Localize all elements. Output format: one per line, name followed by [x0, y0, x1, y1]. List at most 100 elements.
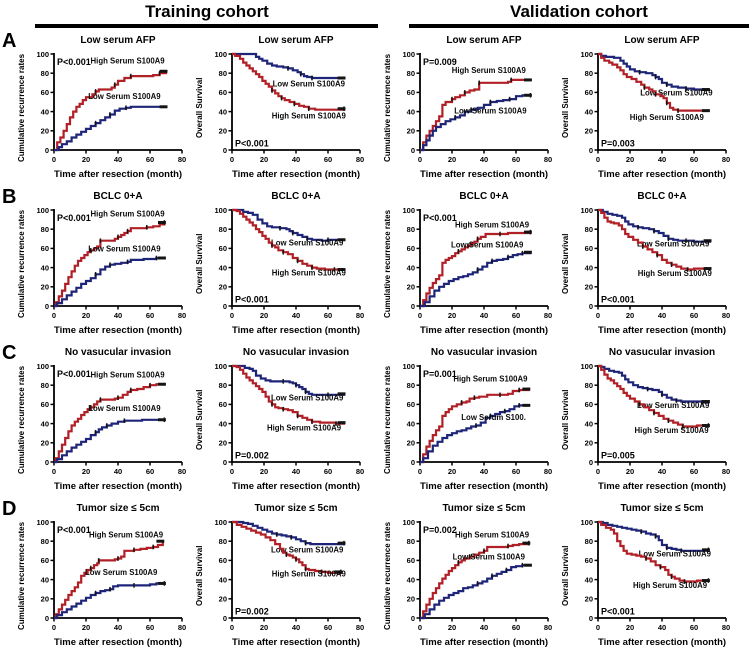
- chart-title: Tumor size ≤ 5cm: [442, 503, 526, 514]
- y-tick-label: 100: [36, 50, 49, 59]
- x-tick-label: 60: [146, 623, 154, 632]
- km-curve-blue: [598, 52, 709, 91]
- y-tick-label: 100: [580, 518, 593, 527]
- y-tick-label: 60: [585, 556, 593, 565]
- chart-D3: Tumor size ≤ 5cm Cumulative recurrence ra…: [381, 502, 559, 650]
- x-tick-label: 40: [658, 623, 666, 632]
- y-axis-label: Cumulative recurrence rates: [17, 365, 26, 475]
- x-tick-label: 20: [260, 311, 268, 320]
- y-axis-label: Overall Survival: [561, 545, 570, 607]
- y-tick-label: 100: [402, 206, 415, 215]
- km-plot: 0 20 40 60 80 100 0 20 40 60 80 Low Serum S100A9 Hig…: [214, 50, 364, 164]
- y-tick-label: 80: [41, 381, 49, 390]
- series-label: High Serum S100A9: [630, 113, 705, 122]
- chart-body: Cumulative recurrence rates 0 20 40 60 80 100 0…: [15, 359, 188, 481]
- chart-title: Tumor size ≤ 5cm: [620, 503, 704, 514]
- header-training: Training cohort: [2, 2, 379, 34]
- x-tick-label: 80: [178, 623, 186, 632]
- x-tick-label: 0: [52, 467, 56, 476]
- y-axis-label: Overall Survival: [561, 77, 570, 139]
- chart-body: Overall Survival 0 20 40 60 80 100 0 20 40 60 80 Low…: [193, 515, 366, 637]
- x-tick-label: 0: [418, 311, 422, 320]
- y-tick-label: 40: [41, 419, 49, 428]
- y-tick-label: 100: [36, 206, 49, 215]
- x-tick-label: 0: [596, 311, 600, 320]
- series-label: Low Serum S100A9: [454, 107, 527, 116]
- x-axis-label: Time after resection (month): [54, 637, 183, 648]
- series-label: Low Serum S100A9: [85, 568, 158, 577]
- km-plot: 0 20 40 60 80 100 0 20 40 60 80 Low Serum S100A9 Hig…: [580, 50, 730, 164]
- y-tick-label: 20: [407, 127, 415, 136]
- series-label: High Serum S100A9: [453, 374, 528, 383]
- x-tick-label: 0: [230, 155, 234, 164]
- x-tick-label: 80: [356, 311, 364, 320]
- y-tick-label: 60: [219, 88, 227, 97]
- y-tick-label: 40: [585, 575, 593, 584]
- chart-D4: Tumor size ≤ 5cm Overall Survival 0 20 40 60 8…: [559, 502, 737, 650]
- y-axis-label: Cumulative recurrence rates: [383, 365, 392, 475]
- chart-title: No vasucular invasion: [608, 347, 716, 358]
- y-tick-label: 60: [41, 400, 49, 409]
- x-tick-label: 40: [480, 311, 488, 320]
- x-tick-label: 80: [544, 155, 552, 164]
- y-tick-label: 100: [402, 518, 415, 527]
- x-axis-label: Time after resection (month): [420, 481, 549, 492]
- chart-A2: Low serum AFP Overall Survival 0 20 40 60 80 10…: [193, 34, 371, 182]
- x-tick-label: 40: [658, 467, 666, 476]
- km-curve-blue: [598, 520, 710, 552]
- chart-C1: No vasucular invasion Cumulative recurren…: [15, 346, 193, 494]
- header-validation: Validation cohort: [379, 2, 753, 34]
- y-tick-label: 80: [219, 225, 227, 234]
- x-axis-label: Time after resection (month): [232, 169, 361, 180]
- chart-title: Low serum AFP: [258, 35, 334, 46]
- y-tick-label: 60: [585, 244, 593, 253]
- km-curve-blue: [420, 94, 531, 152]
- chart-A3: Low serum AFP Cumulative recurrence rates…: [381, 34, 559, 182]
- training-header-bar: [35, 24, 378, 28]
- x-tick-label: 0: [52, 155, 56, 164]
- x-tick-label: 80: [178, 311, 186, 320]
- p-value: P=0.002: [235, 607, 269, 617]
- km-plot: 0 20 40 60 80 100 0 20 40 60 80 High Serum S100A9 Lo…: [36, 518, 186, 632]
- km-curve-blue: [54, 256, 165, 308]
- y-tick-label: 20: [407, 439, 415, 448]
- chart-title: No vasucular invasion: [430, 347, 538, 358]
- y-tick-label: 80: [585, 381, 593, 390]
- y-tick-label: 60: [41, 244, 49, 253]
- y-tick-label: 80: [585, 225, 593, 234]
- x-tick-label: 60: [324, 155, 332, 164]
- y-axis-label: Overall Survival: [195, 233, 204, 295]
- y-tick-label: 60: [407, 88, 415, 97]
- y-tick-label: 0: [411, 458, 415, 467]
- series-label: High Serum S100A9: [635, 426, 710, 435]
- series-label: High Serum S100A9: [89, 530, 164, 539]
- chart-B4: BCLC 0+A Overall Survival 0 20 40 60 80 100 0 20 4…: [559, 190, 737, 338]
- chart-C2: No vasucular invasion Overall Survival 0 20…: [193, 346, 371, 494]
- x-tick-label: 20: [82, 623, 90, 632]
- x-axis-label: Time after resection (month): [598, 481, 727, 492]
- x-axis-label: Time after resection (month): [420, 325, 549, 336]
- km-plot: 0 20 40 60 80 100 0 20 40 60 80 High Serum S100A9 Lo…: [402, 50, 552, 164]
- series-label: Low Serum S100.: [461, 413, 526, 422]
- y-tick-label: 20: [219, 127, 227, 136]
- x-tick-label: 20: [448, 467, 456, 476]
- series-label: Low Serum S100A9: [640, 88, 713, 97]
- chart-body: Cumulative recurrence rates 0 20 40 60 80 100 0…: [15, 515, 188, 637]
- x-tick-label: 0: [230, 467, 234, 476]
- y-tick-label: 60: [219, 244, 227, 253]
- series-label: Low Serum S100A9: [451, 240, 524, 249]
- x-tick-label: 80: [722, 467, 730, 476]
- y-tick-label: 40: [219, 575, 227, 584]
- y-tick-label: 80: [41, 537, 49, 546]
- y-tick-label: 40: [585, 419, 593, 428]
- x-tick-label: 20: [626, 155, 634, 164]
- validation-cohort-title: Validation cohort: [510, 2, 648, 21]
- km-plot: 0 20 40 60 80 100 0 20 40 60 80 High Serum S100A9 Lo…: [402, 206, 552, 320]
- y-tick-label: 20: [585, 283, 593, 292]
- y-tick-label: 20: [219, 439, 227, 448]
- x-tick-label: 60: [512, 155, 520, 164]
- x-tick-label: 60: [690, 467, 698, 476]
- y-tick-label: 40: [407, 107, 415, 116]
- chart-body: Cumulative recurrence rates 0 20 40 60 80 100 0…: [15, 47, 188, 169]
- y-tick-label: 80: [407, 381, 415, 390]
